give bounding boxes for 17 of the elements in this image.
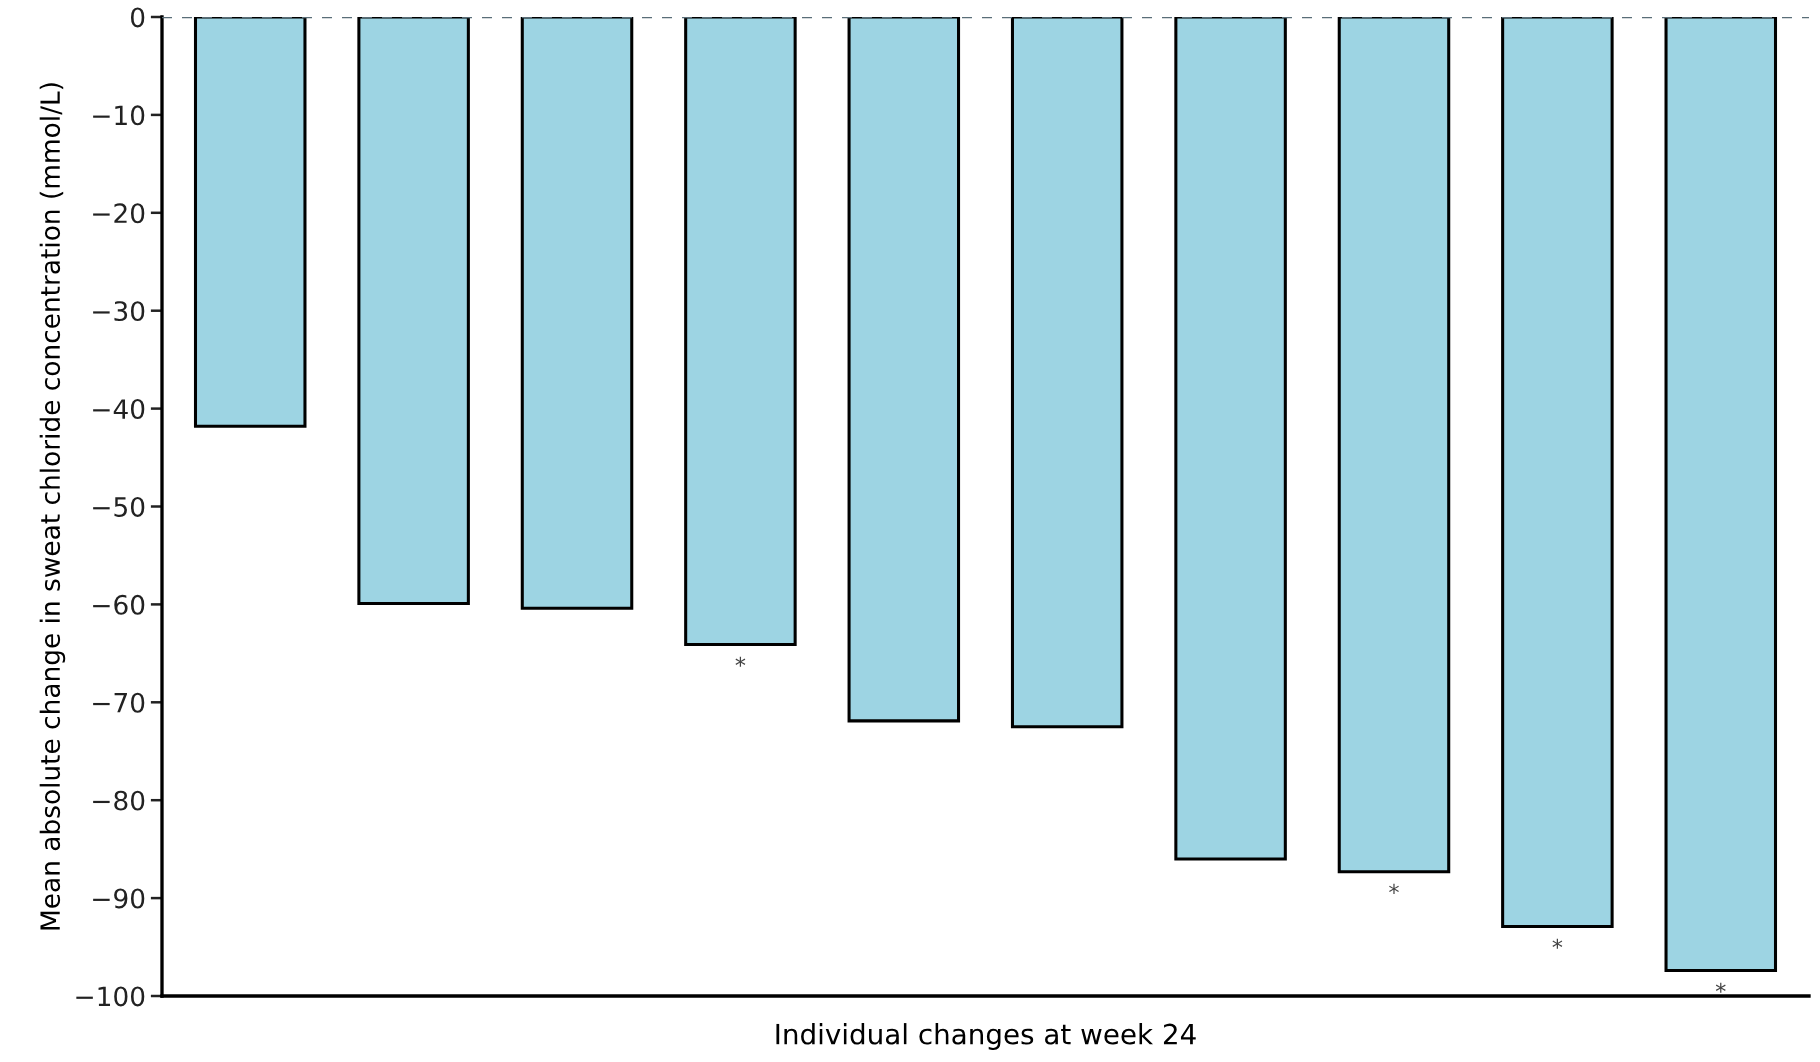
x-axis-title: Individual changes at week 24 bbox=[776, 1023, 1196, 1050]
data-label: * bbox=[1715, 982, 1726, 993]
y-tick-label: −50 bbox=[93, 496, 145, 517]
y-axis-title: Mean absolute change in sweat chloride concentration (mmol/L) bbox=[39, 83, 66, 930]
y-tick-label: −90 bbox=[93, 888, 145, 909]
data-label: * bbox=[1389, 883, 1399, 894]
y-tick-label: −40 bbox=[93, 399, 145, 419]
data-label: * bbox=[1552, 938, 1563, 949]
y-tick-label: 0 bbox=[130, 7, 145, 28]
y-tick-label: −60 bbox=[93, 594, 145, 615]
y-tick-label: −100 bbox=[76, 986, 145, 1007]
data-label: * bbox=[735, 656, 746, 667]
y-tick-label: −20 bbox=[93, 203, 145, 224]
y-tick-label: −10 bbox=[93, 105, 145, 126]
y-tick-label: −70 bbox=[93, 692, 145, 713]
y-tick-label: −80 bbox=[93, 790, 145, 811]
y-tick-label: −30 bbox=[93, 301, 145, 322]
